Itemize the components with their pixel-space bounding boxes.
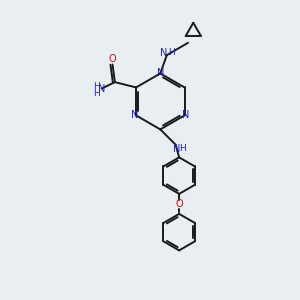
Text: H: H [180, 144, 186, 153]
Text: N: N [160, 47, 167, 58]
Text: N: N [182, 110, 190, 120]
Text: N: N [98, 84, 106, 94]
Text: H: H [93, 89, 100, 98]
Text: H: H [93, 82, 100, 91]
Text: N: N [131, 110, 138, 120]
Text: H: H [168, 48, 175, 57]
Text: O: O [175, 199, 183, 209]
Text: O: O [109, 54, 116, 64]
Text: N: N [157, 68, 164, 78]
Text: N: N [172, 143, 180, 154]
